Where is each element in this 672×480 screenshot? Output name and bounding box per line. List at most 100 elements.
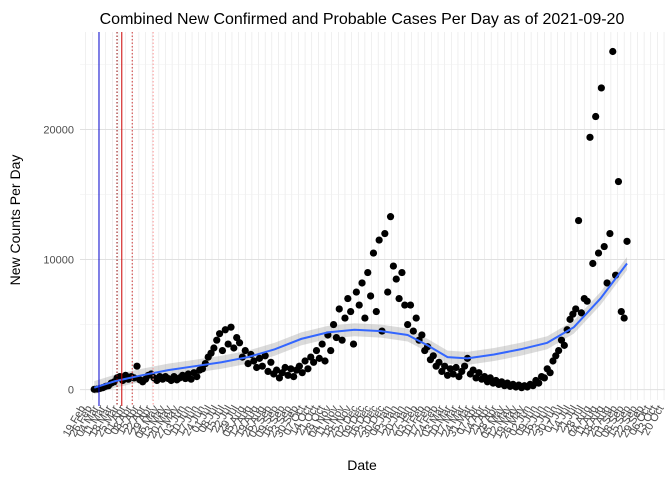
- y-axis-ticks: 0 10000 20000: [43, 125, 74, 397]
- data-point: [230, 344, 238, 352]
- data-point: [218, 346, 227, 355]
- data-point: [364, 268, 372, 277]
- data-point: [412, 314, 420, 322]
- data-point: [290, 372, 298, 381]
- data-point: [535, 379, 543, 387]
- data-point: [603, 279, 611, 287]
- data-point: [318, 340, 326, 348]
- data-point: [210, 344, 218, 352]
- data-point: [241, 346, 249, 355]
- y-axis-title: New Counts Per Day: [7, 155, 23, 286]
- chart-title: Combined New Confirmed and Probable Case…: [100, 11, 625, 28]
- data-point: [586, 133, 594, 141]
- data-point: [301, 357, 309, 365]
- data-point: [227, 323, 235, 331]
- data-point: [623, 237, 631, 245]
- data-point: [392, 275, 400, 283]
- data-point: [341, 314, 349, 322]
- data-point: [332, 333, 341, 342]
- data-point: [272, 366, 281, 374]
- data-point: [304, 365, 312, 373]
- data-point: [372, 307, 380, 316]
- data-point: [452, 363, 460, 372]
- data-point: [594, 249, 603, 257]
- data-point: [597, 84, 605, 92]
- data-point: [583, 297, 591, 305]
- data-point: [258, 362, 266, 370]
- data-point: [367, 292, 375, 300]
- data-point: [449, 370, 457, 378]
- data-point: [469, 366, 477, 374]
- reference-lines-layer: [98, 32, 154, 406]
- y-tick-label: 20000: [43, 125, 74, 137]
- data-point: [355, 301, 363, 309]
- data-point: [267, 358, 275, 366]
- data-point: [389, 262, 397, 270]
- data-point: [395, 294, 403, 303]
- data-point: [540, 374, 548, 382]
- data-point: [224, 340, 232, 348]
- data-point: [261, 352, 269, 360]
- confidence-ribbon-layer: [94, 256, 628, 395]
- data-point: [600, 242, 608, 251]
- data-point: [401, 301, 409, 309]
- data-point: [418, 331, 426, 339]
- data-point: [555, 346, 563, 355]
- data-point: [358, 279, 366, 287]
- data-point: [287, 365, 295, 373]
- data-point: [295, 362, 303, 370]
- data-point: [435, 358, 443, 366]
- data-point: [264, 367, 272, 375]
- data-point: [546, 369, 554, 377]
- data-point: [187, 375, 195, 383]
- data-point: [221, 326, 229, 334]
- data-point: [475, 369, 483, 377]
- data-point: [244, 359, 252, 368]
- data-point: [315, 354, 323, 362]
- data-point: [404, 320, 412, 329]
- data-point: [338, 336, 346, 344]
- data-point: [375, 236, 383, 244]
- data-point: [560, 341, 568, 349]
- data-point: [592, 112, 600, 121]
- data-point: [133, 362, 141, 370]
- data-point: [381, 229, 389, 238]
- confidence-ribbon: [94, 256, 628, 395]
- data-point: [255, 354, 264, 362]
- data-point: [352, 288, 360, 296]
- data-point: [329, 320, 338, 329]
- data-point: [429, 352, 437, 360]
- data-point: [335, 305, 343, 313]
- data-point: [361, 314, 369, 322]
- data-point: [193, 372, 201, 381]
- data-point: [253, 363, 261, 372]
- data-point: [327, 346, 335, 355]
- data-point: [321, 357, 329, 365]
- data-point: [298, 369, 306, 377]
- smooth-line-layer: [93, 262, 628, 389]
- data-point: [617, 307, 625, 316]
- data-point: [406, 301, 415, 309]
- data-point: [574, 216, 583, 225]
- data-point: [461, 362, 469, 370]
- data-point: [284, 371, 292, 379]
- data-point: [235, 339, 244, 347]
- data-point: [347, 307, 355, 316]
- data-point: [369, 249, 378, 257]
- data-point: [614, 177, 623, 186]
- data-point: [310, 358, 318, 366]
- x-axis-title: Date: [347, 457, 377, 473]
- smooth-fit-line: [93, 262, 628, 389]
- data-point: [281, 363, 289, 372]
- grid-lines: [80, 32, 665, 400]
- data-point: [606, 229, 614, 238]
- data-point: [572, 305, 580, 313]
- y-tick-label: 10000: [43, 255, 74, 267]
- data-point: [409, 327, 417, 335]
- data-point: [443, 371, 452, 379]
- data-point: [589, 259, 597, 268]
- data-point: [441, 362, 449, 370]
